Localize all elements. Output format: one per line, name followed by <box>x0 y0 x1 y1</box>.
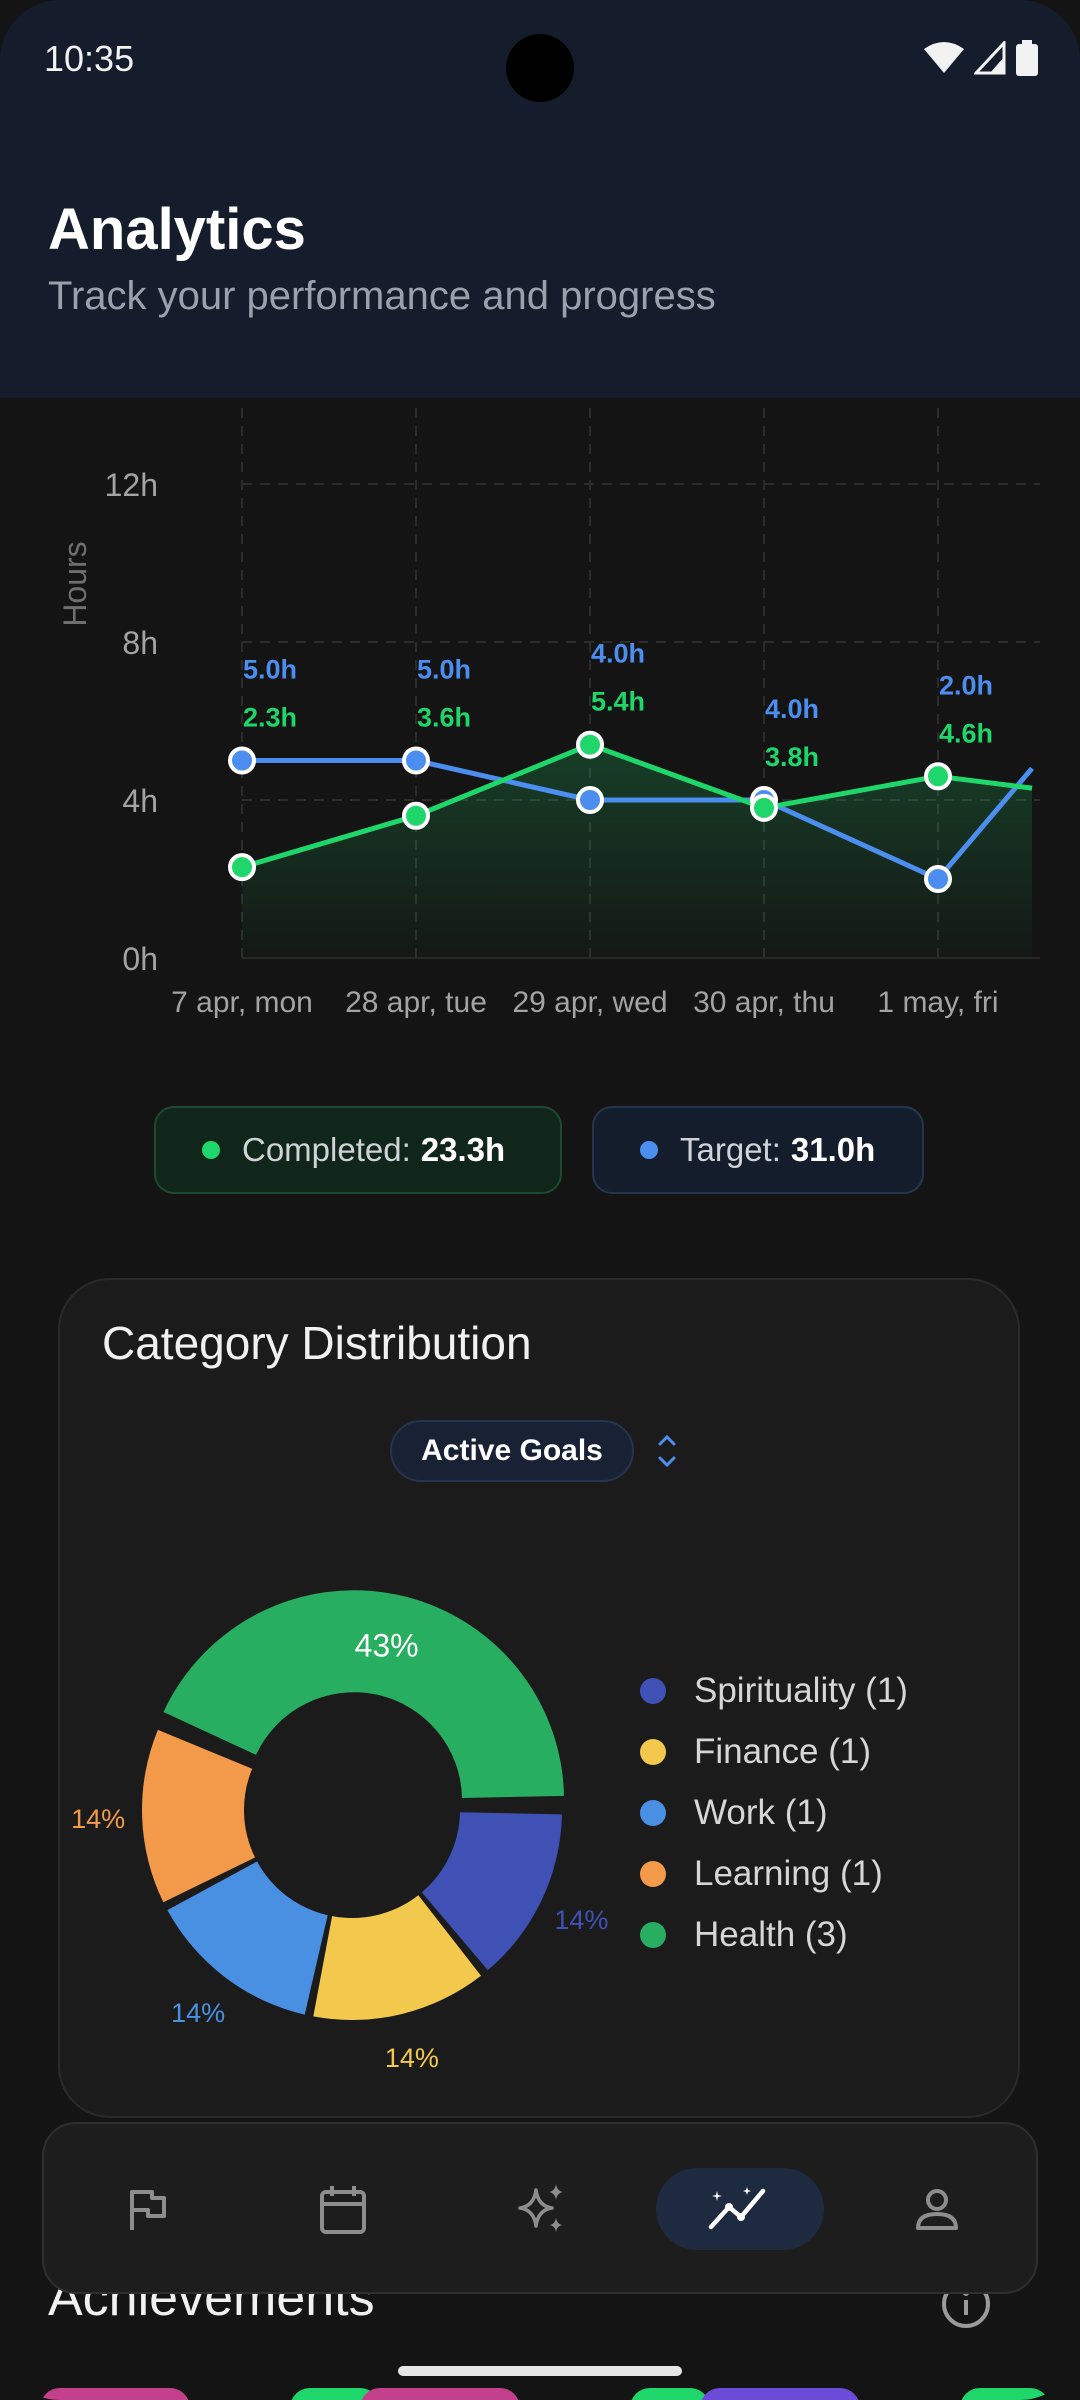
nav-goals[interactable] <box>92 2154 202 2264</box>
donut-slice-finance <box>313 1895 481 2020</box>
legend-color-dot <box>640 1677 666 1704</box>
achievement-badges-peek <box>41 2388 1049 2400</box>
y-axis-label: Hours <box>57 541 93 626</box>
legend-item: Health (3) <box>640 1904 908 1965</box>
card-title: Category Distribution <box>102 1317 532 1369</box>
nav-analytics[interactable] <box>656 2168 824 2250</box>
bottom-nav <box>42 2122 1038 2294</box>
x-tick-label: 1 may, fri <box>877 986 998 1019</box>
completed-value-label: 3.8h <box>765 742 819 772</box>
signal-icon <box>974 41 1006 75</box>
chevron-up-down-icon[interactable] <box>656 1428 678 1474</box>
donut-label: 14% <box>71 1804 125 1834</box>
status-time: 10:35 <box>44 38 135 79</box>
completed-point <box>228 853 256 882</box>
completed-value-label: 3.6h <box>417 703 471 733</box>
y-tick-label: 12h <box>105 467 158 503</box>
header: 10:35 Analytics Track your performance a… <box>0 0 1080 398</box>
hours-line-chart: 0h 4h 8h 12h Hours 7 apr, mon 28 apr, tue 29 ap… <box>57 408 1040 1019</box>
target-point <box>228 746 256 775</box>
completed-value-label: 5.4h <box>591 687 645 717</box>
donut-label: 14% <box>385 2043 439 2073</box>
battery-icon <box>1016 40 1038 76</box>
y-tick-label: 8h <box>122 625 158 661</box>
donut-slice-spirituality <box>421 1812 562 1971</box>
target-value-label: 5.0h <box>417 655 471 685</box>
target-point <box>402 746 430 775</box>
legend-label: Health (3) <box>694 1914 848 1954</box>
calendar-icon <box>320 2186 366 2234</box>
target-label: Target: <box>680 1131 781 1168</box>
goal-type-select[interactable]: Active Goals <box>390 1420 634 1482</box>
legend-label: Work (1) <box>694 1792 828 1832</box>
legend-color-dot <box>640 1860 666 1887</box>
target-point <box>924 865 952 893</box>
target-value: 31.0h <box>790 1131 876 1168</box>
legend-item: Spirituality (1) <box>640 1660 908 1721</box>
target-value-label: 4.0h <box>765 694 819 724</box>
camera-cutout <box>506 34 574 102</box>
completed-point <box>924 762 952 791</box>
category-donut-chart: 43% 14% 14% 14% 14% <box>71 1590 608 2073</box>
flag-icon <box>130 2190 166 2230</box>
target-value-label: 4.0h <box>591 639 645 669</box>
target-dot <box>640 1141 658 1159</box>
x-tick-label: 7 apr, mon <box>171 986 313 1019</box>
completed-area <box>242 744 1032 958</box>
y-tick-label: 0h <box>122 941 158 977</box>
wifi-icon <box>924 42 964 73</box>
completed-point <box>576 730 604 759</box>
page-subtitle: Track your performance and progress <box>48 274 716 318</box>
nav-profile[interactable] <box>882 2154 992 2264</box>
legend-item: Work (1) <box>640 1782 908 1843</box>
donut-slice-learning <box>142 1729 255 1903</box>
x-tick-label: 28 apr, tue <box>345 986 487 1019</box>
completed-series-line <box>241 742 1033 870</box>
completed-dot <box>202 1141 220 1159</box>
legend-label: Learning (1) <box>694 1853 883 1893</box>
target-summary-pill: Target: 31.0h <box>592 1106 924 1194</box>
target-point <box>576 786 604 814</box>
completed-point <box>402 801 430 830</box>
analytics-icon <box>708 2187 766 2230</box>
x-tick-label: 30 apr, thu <box>693 986 835 1019</box>
donut-label: 14% <box>171 1998 225 2028</box>
nav-calendar[interactable] <box>288 2154 398 2264</box>
sparkles-icon <box>518 2184 563 2232</box>
donut-slice-work <box>167 1861 328 2015</box>
page-title: Analytics <box>48 197 306 262</box>
legend-label: Spirituality (1) <box>694 1670 908 1710</box>
completed-point <box>750 793 778 822</box>
legend-color-dot <box>640 1738 666 1765</box>
legend-label: Finance (1) <box>694 1731 872 1771</box>
target-value-label: 2.0h <box>939 670 993 700</box>
legend-item: Learning (1) <box>640 1843 908 1904</box>
legend-color-dot <box>640 1799 666 1826</box>
category-distribution-card: Category Distribution Active Goals 43% 14… <box>58 1278 1020 2118</box>
status-icons <box>924 40 1038 76</box>
profile-icon <box>916 2189 958 2230</box>
legend-color-dot <box>640 1921 666 1948</box>
completed-summary-pill: Completed: 23.3h <box>154 1106 562 1194</box>
completed-value-label: 2.3h <box>243 703 297 733</box>
target-series-line <box>242 758 1034 882</box>
home-indicator <box>398 2366 682 2376</box>
y-tick-label: 4h <box>122 783 158 819</box>
donut-label: 43% <box>355 1628 419 1664</box>
completed-value: 23.3h <box>420 1131 506 1168</box>
completed-value-label: 4.6h <box>939 718 993 748</box>
nav-ai[interactable] <box>486 2154 596 2264</box>
donut-label: 14% <box>554 1905 608 1935</box>
target-value-label: 5.0h <box>243 655 297 685</box>
donut-slice-health <box>163 1590 565 1798</box>
legend-item: Finance (1) <box>640 1721 908 1782</box>
x-tick-label: 29 apr, wed <box>512 986 667 1019</box>
completed-label: Completed: <box>242 1131 411 1168</box>
category-legend: Spirituality (1) Finance (1) Work (1) Learn… <box>640 1660 908 1965</box>
